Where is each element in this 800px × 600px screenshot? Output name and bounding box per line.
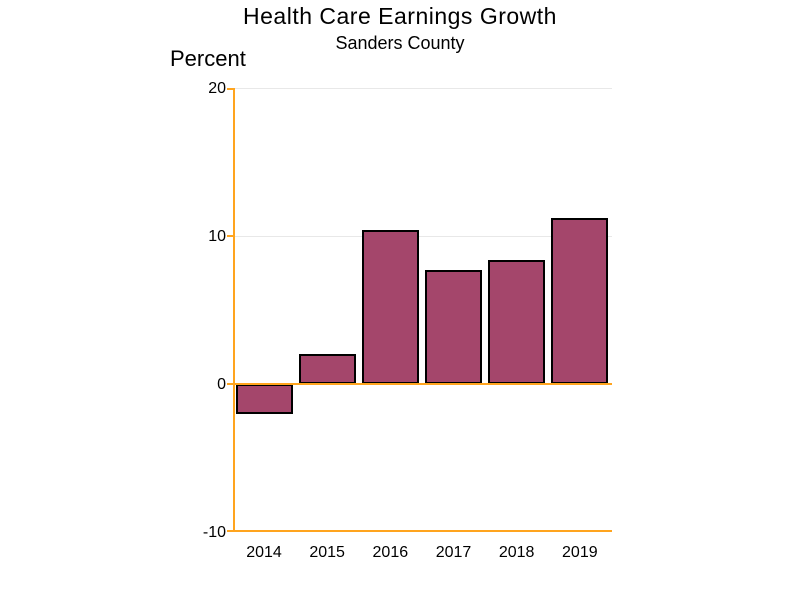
x-axis-line [233,530,612,532]
y-tick-0 [227,383,233,385]
bar-2018 [488,259,546,384]
x-tick-label-2014: 2014 [246,544,282,561]
x-tick-label-2016: 2016 [372,544,409,561]
x-tick-label-2017: 2017 [435,544,472,561]
chart-title: Health Care Earnings Growth [243,3,557,29]
x-tick-label-2018: 2018 [498,544,535,561]
x-tick-label-2019: 2019 [562,544,598,561]
y-tick-label-10: 10 [208,227,226,245]
y-axis-title: Percent [170,46,246,71]
y-tick-label-20: 20 [208,79,226,97]
y-tick--10 [227,530,233,532]
y-tick-label--10: -10 [202,523,226,541]
bar-2014 [235,384,293,414]
chart-subtitle: Sanders County [335,33,465,53]
gridline-20 [233,88,612,89]
y-axis-line [233,88,235,532]
bar-2016 [361,230,419,384]
y-tick-10 [227,235,233,237]
gridline-10 [233,236,612,237]
y-tick-label-0: 0 [217,375,226,393]
x-tick-label-2015: 2015 [309,544,345,561]
zero-line [233,383,612,385]
y-tick-20 [227,88,233,90]
bar-2017 [425,270,482,384]
bar-2015 [298,354,356,384]
plot-area [227,88,612,532]
bar-2019 [551,218,609,384]
